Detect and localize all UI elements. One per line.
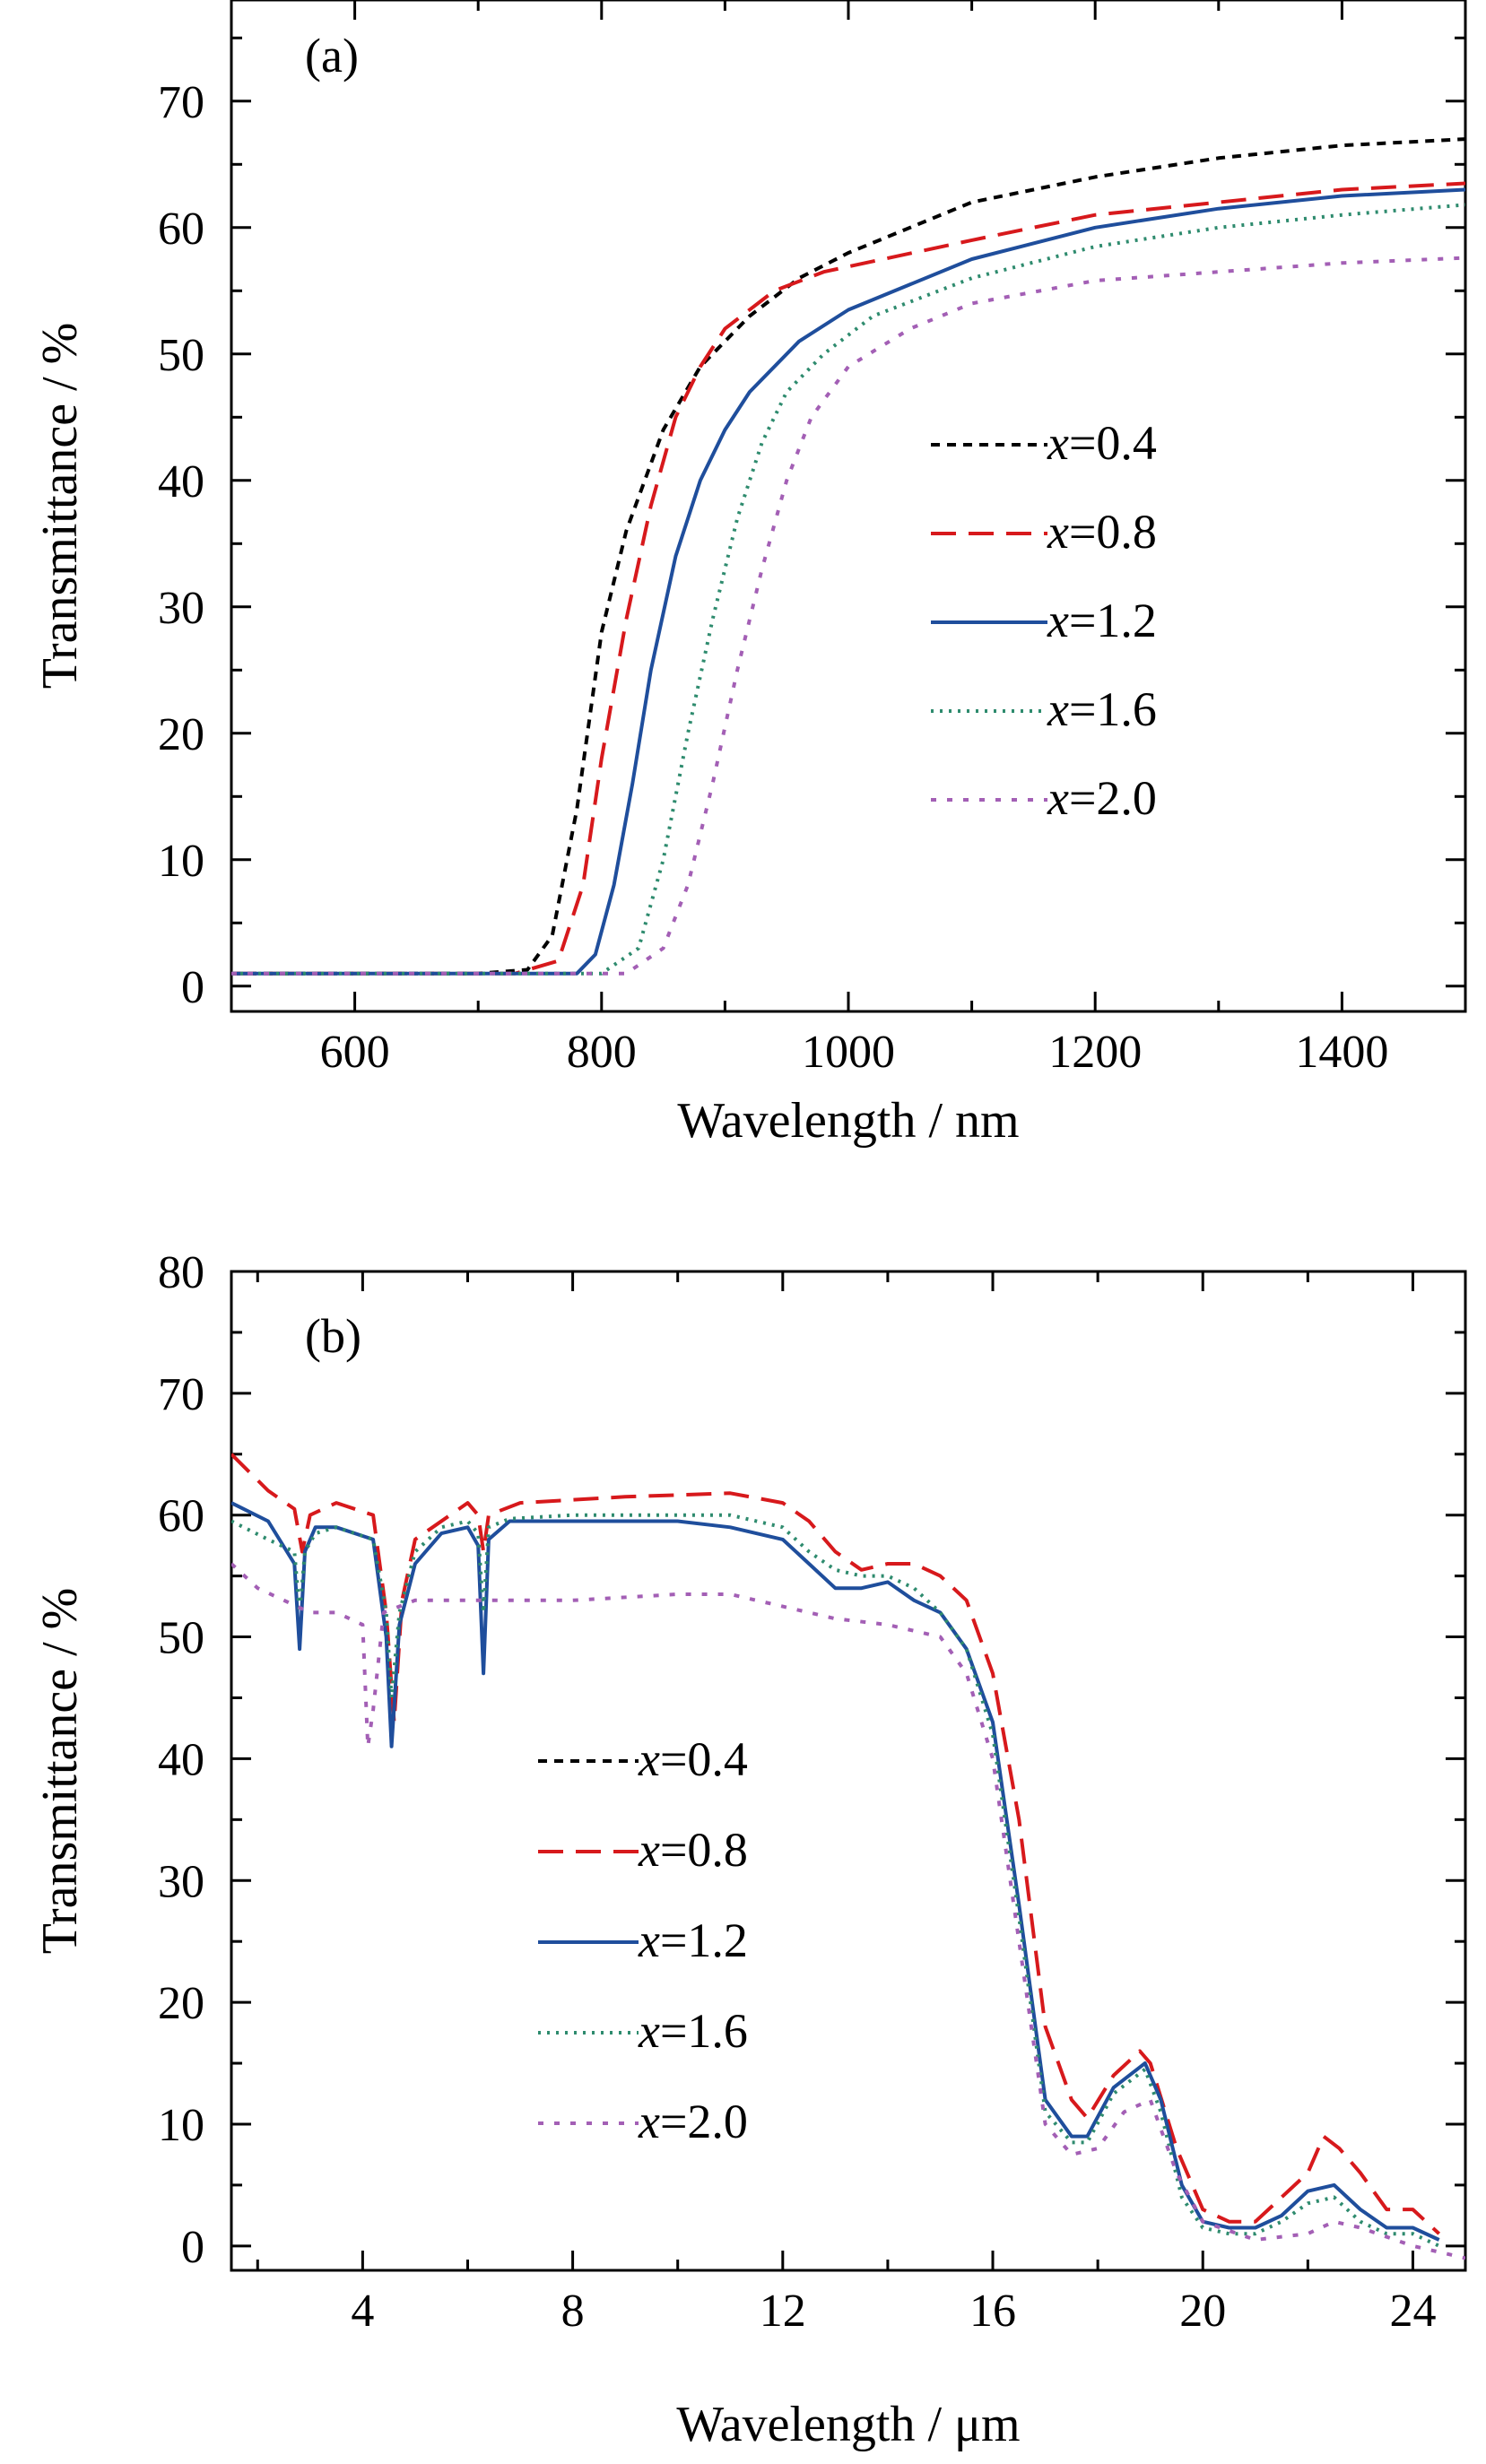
chart-panel-b: 4 8 12 16 20 24 0 10 20 30 40 50 60 70 80 Wavelength / … (32, 1247, 1467, 2452)
legend-label: x=0.4 (1047, 416, 1157, 470)
series-line-0-4 (231, 137, 1465, 976)
legend-value: =0.8 (660, 1823, 748, 1877)
legend-value: =1.6 (660, 2004, 748, 2058)
y-tick-label: 20 (158, 1978, 204, 2029)
y-tick-label: 40 (158, 1734, 204, 1785)
panel-label: (a) (305, 29, 359, 82)
legend-variable: x (638, 2004, 660, 2058)
legend-variable: x (1047, 771, 1069, 825)
x-tick-label: 1000 (802, 1027, 895, 1078)
y-axis-title: Transmittance / % (32, 323, 88, 690)
y-tick-label: 70 (158, 77, 204, 128)
x-axis-title: Wavelength / μm (676, 2397, 1020, 2452)
legend-value: =1.2 (1069, 594, 1157, 647)
x-tick-label: 1200 (1048, 1027, 1142, 1078)
series-line-2-0 (231, 1562, 1465, 2260)
legend: x=0.4x=0.8x=1.2x=1.6x=2.0 (931, 416, 1157, 825)
legend-value: =1.6 (1069, 682, 1157, 736)
x-tick-label: 20 (1179, 2286, 1226, 2337)
plot-frame (230, 0, 1467, 1013)
legend-label: x=2.0 (1047, 771, 1157, 825)
legend-value: =2.0 (660, 2095, 748, 2148)
chart-panel-a: 600 800 1000 1200 1400 0 10 20 30 40 50 60 70 Wavelen… (32, 0, 1467, 1149)
x-tick-label: 8 (561, 2286, 585, 2337)
y-tick-label: 30 (158, 583, 204, 634)
legend-value: =0.4 (660, 1732, 748, 1786)
legend-variable: x (1047, 682, 1069, 736)
series-line-1-2 (231, 187, 1465, 976)
legend-label: x=1.2 (1047, 594, 1157, 647)
series-line-1-6 (231, 1513, 1440, 2248)
legend-value: =0.4 (1069, 416, 1157, 470)
x-tick-label: 4 (351, 2286, 374, 2337)
y-tick-label: 10 (158, 836, 204, 887)
legend-label: x=1.2 (638, 1913, 748, 1967)
legend-variable: x (638, 1913, 660, 1967)
legend-label: x=0.8 (1047, 505, 1157, 559)
series-group (231, 1453, 1465, 2260)
legend-label: x=1.6 (638, 2004, 748, 2058)
legend-label: x=2.0 (638, 2095, 748, 2148)
y-tick-label: 60 (158, 204, 204, 255)
series-line-1-6 (231, 203, 1465, 976)
legend: x=0.4x=0.8x=1.2x=1.6x=2.0 (538, 1732, 748, 2148)
x-tick-label: 24 (1389, 2286, 1436, 2337)
x-tick-label: 800 (567, 1027, 637, 1078)
x-axis-title: Wavelength / nm (677, 1093, 1019, 1149)
series-group (231, 137, 1465, 976)
legend-variable: x (1047, 594, 1069, 647)
series-line-0-8 (231, 181, 1465, 976)
y-tick-label: 20 (158, 709, 204, 760)
y-tick-label: 0 (181, 2222, 204, 2273)
y-tick-label: 40 (158, 456, 204, 508)
series-line-1-2 (231, 1501, 1440, 2242)
x-tick-label: 1400 (1295, 1027, 1388, 1078)
legend-variable: x (638, 2095, 660, 2148)
y-tick-label: 50 (158, 1613, 204, 1664)
x-tick-label: 16 (969, 2286, 1016, 2337)
x-tick-label: 12 (760, 2286, 806, 2337)
legend-value: =1.2 (660, 1913, 748, 1967)
legend-value: =0.8 (1069, 505, 1157, 559)
plot-frame (230, 1270, 1467, 2272)
y-tick-label: 50 (158, 330, 204, 381)
y-tick-label: 70 (158, 1369, 204, 1420)
series-line-2-0 (231, 256, 1465, 976)
series-line-0-8 (231, 1453, 1441, 2235)
x-tick-label: 600 (320, 1027, 390, 1078)
legend-variable: x (1047, 416, 1069, 470)
legend-variable: x (638, 1823, 660, 1877)
y-tick-label: 60 (158, 1491, 204, 1542)
y-axis-title: Transmittance / % (32, 1588, 88, 1955)
y-tick-label: 30 (158, 1856, 204, 1907)
legend-variable: x (1047, 505, 1069, 559)
legend-label: x=0.4 (638, 1732, 748, 1786)
legend-label: x=1.6 (1047, 682, 1157, 736)
legend-value: =2.0 (1069, 771, 1157, 825)
y-tick-label: 0 (181, 962, 204, 1013)
y-tick-label: 10 (158, 2100, 204, 2151)
legend-label: x=0.8 (638, 1823, 748, 1877)
y-tick-label: 80 (158, 1247, 204, 1298)
legend-variable: x (638, 1732, 660, 1786)
panel-label: (b) (305, 1309, 361, 1363)
